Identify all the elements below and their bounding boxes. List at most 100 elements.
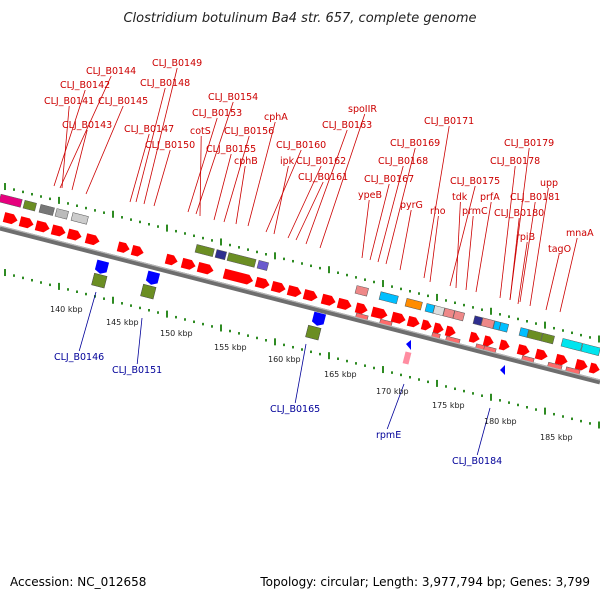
ring-dot xyxy=(139,306,141,310)
ring-dot xyxy=(337,271,339,274)
ring-dot xyxy=(292,345,294,349)
ring-dot xyxy=(112,210,114,218)
top-label: tagO xyxy=(548,244,571,255)
ring-dot xyxy=(436,293,438,301)
cog-box xyxy=(518,327,530,338)
gene-arrow-forward xyxy=(2,212,18,225)
ring-dot xyxy=(535,408,537,411)
cog-box xyxy=(256,260,269,271)
ring-dot xyxy=(319,266,321,270)
ring-dot xyxy=(274,338,276,346)
cog-box xyxy=(354,285,369,297)
ring-dot xyxy=(463,389,465,393)
top-label: CLJ_B0155 xyxy=(206,144,256,155)
ring-dot xyxy=(580,419,582,423)
tick-label: 155 kbp xyxy=(214,343,247,352)
bottom-leader xyxy=(294,343,307,404)
top-label: rho xyxy=(430,206,446,217)
gene-arrow-forward xyxy=(432,322,444,334)
top-leader xyxy=(61,105,70,189)
ring-dot xyxy=(229,329,231,333)
ring-dot xyxy=(580,333,582,337)
ring-dot xyxy=(391,285,393,288)
ring-dot xyxy=(346,273,348,277)
tick-label: 140 kbp xyxy=(50,305,83,314)
ring-dot xyxy=(220,324,222,332)
top-leader xyxy=(85,105,124,195)
top-label: cphA xyxy=(264,112,288,123)
ring-dot xyxy=(256,336,258,340)
ring-dot xyxy=(13,274,15,277)
ring-dot xyxy=(517,317,519,321)
top-leader xyxy=(369,183,390,261)
ring-dot xyxy=(40,281,42,284)
bottom-leader xyxy=(136,317,143,365)
ring-dot xyxy=(382,280,384,288)
gene-arrow-forward xyxy=(270,280,286,293)
ring-dot xyxy=(22,190,24,194)
top-leader xyxy=(529,187,549,307)
ring-dot xyxy=(481,308,483,311)
top-leader xyxy=(53,89,86,187)
cog-box xyxy=(404,298,423,311)
ring-dot xyxy=(310,264,312,268)
ring-dot xyxy=(184,232,186,235)
ring-dot xyxy=(571,331,573,335)
ring-dot xyxy=(292,259,294,263)
ring-dot xyxy=(589,422,591,425)
top-label: CLJ_B0161 xyxy=(298,172,348,183)
ring-dot xyxy=(598,421,600,429)
tick-label: 170 kbp xyxy=(376,387,409,396)
ring-dot xyxy=(535,322,537,325)
cog-box xyxy=(22,199,37,212)
ring-dot xyxy=(526,406,528,409)
outer-dotted-ring xyxy=(4,183,600,343)
ring-dot xyxy=(391,371,393,374)
gene-arrow-forward xyxy=(336,297,352,310)
ring-dot xyxy=(247,334,249,337)
top-label: CLJ_B0153 xyxy=(192,108,242,119)
top-label: pyrG xyxy=(400,200,423,211)
top-label: CLJ_B0163 xyxy=(322,120,372,131)
gene-arrow-forward xyxy=(468,331,480,343)
cog-box xyxy=(526,329,543,342)
map-title: Clostridium botulinum Ba4 str. 657, comp… xyxy=(123,11,476,26)
ring-dot xyxy=(598,335,600,343)
top-leader xyxy=(559,237,578,313)
ring-dot xyxy=(445,299,447,302)
top-leader xyxy=(247,121,276,227)
ring-dot xyxy=(85,292,87,296)
ring-dot xyxy=(490,393,492,401)
gene-arrow-forward xyxy=(554,353,568,366)
backbone xyxy=(0,225,600,385)
gene-arrow-forward xyxy=(66,228,82,241)
cog-box xyxy=(560,338,583,352)
bottom-leader xyxy=(386,383,405,430)
gene-arrow-forward xyxy=(180,257,196,270)
ring-dot xyxy=(553,326,555,330)
top-label: prfA xyxy=(480,192,500,203)
ring-dot xyxy=(67,288,69,291)
bottom-label: CLJ_B0165 xyxy=(270,404,320,415)
ring-dot xyxy=(355,362,357,365)
ring-dot xyxy=(175,315,177,319)
cog-box xyxy=(540,332,555,345)
bottom-label: rpmE xyxy=(376,430,401,441)
cog-box-reverse xyxy=(91,272,108,289)
top-leader xyxy=(319,113,366,249)
cog-box xyxy=(424,303,436,314)
top-leader xyxy=(305,129,348,245)
gene-arrow-forward xyxy=(18,216,34,229)
ring-dot xyxy=(454,301,456,305)
inner-dotted-ring xyxy=(4,269,600,429)
ring-dot xyxy=(103,297,105,300)
ring-dot xyxy=(328,352,330,360)
top-label: prmC xyxy=(462,206,488,217)
top-label-leaders xyxy=(53,67,578,313)
ring-dot xyxy=(76,290,78,294)
ring-dot xyxy=(571,417,573,421)
top-leader xyxy=(287,165,322,239)
ring-dot xyxy=(418,292,420,295)
gene-arrow-forward xyxy=(420,319,432,331)
gene-arrow-forward xyxy=(196,261,214,275)
